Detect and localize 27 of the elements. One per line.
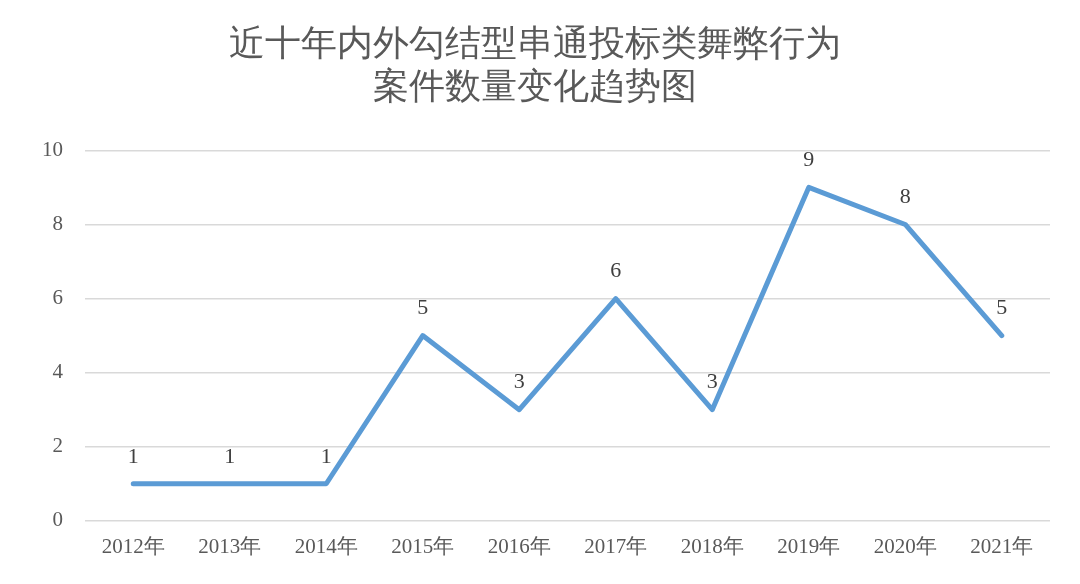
y-tick-label: 10 (42, 136, 63, 161)
x-tick-label: 2018年 (680, 533, 744, 558)
data-label: 8 (899, 183, 911, 209)
x-tick-label: 2013年 (198, 533, 262, 558)
x-tick-label: 2019年 (777, 533, 841, 558)
x-tick-label: 2021年 (970, 533, 1034, 558)
chart-title: 近十年内外勾结型串通投标类舞弊行为案件数量变化趋势图 (229, 23, 841, 107)
y-tick-label: 8 (52, 211, 63, 235)
data-label: 5 (417, 294, 429, 320)
data-label: 5 (996, 294, 1008, 320)
data-label: 9 (803, 146, 815, 172)
x-tick-label: 2020年 (873, 533, 937, 558)
y-tick-label: 4 (52, 359, 64, 384)
data-label: 6 (610, 257, 622, 283)
x-tick-label: 2014年 (294, 533, 358, 558)
x-tick-label: 2012年 (101, 533, 165, 558)
y-tick-label: 2 (52, 433, 63, 458)
x-tick-label: 2016年 (487, 533, 551, 558)
data-label: 1 (127, 442, 139, 468)
data-label: 1 (224, 442, 236, 468)
x-tick-label: 2017年 (584, 533, 648, 558)
data-label: 3 (513, 368, 525, 394)
x-tick-label: 2015年 (391, 533, 455, 558)
y-tick-label: 0 (52, 507, 63, 532)
data-label: 1 (320, 442, 332, 468)
y-tick-label: 6 (52, 285, 63, 310)
data-label: 3 (706, 368, 718, 394)
